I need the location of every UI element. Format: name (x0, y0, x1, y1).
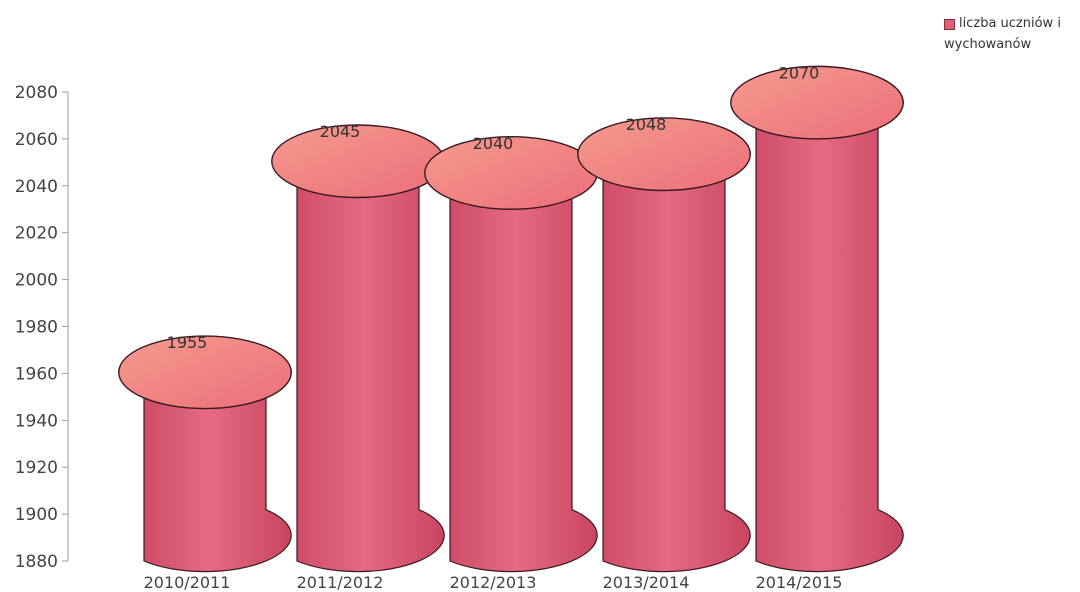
y-tick-label: 2080 (15, 83, 58, 103)
bar-body (449, 146, 598, 573)
bar-body (602, 127, 751, 573)
y-tick-label: 1880 (15, 552, 58, 572)
y-tick-label: 1940 (15, 411, 58, 431)
legend: liczba uczniów i wychowanów (944, 14, 1080, 55)
y-tick-label: 2000 (15, 271, 58, 291)
data-label: 1955 (167, 333, 208, 352)
bar-body (755, 76, 904, 573)
bar-top (577, 117, 751, 192)
bars-group (118, 65, 904, 573)
category-label: 2012/2013 (450, 573, 537, 592)
category-label: 2011/2012 (297, 573, 384, 592)
bar-top (118, 335, 292, 410)
data-label: 2070 (779, 63, 820, 82)
category-labels-group: 2010/2011 2011/2012 2012/2013 2013/2014 2014… (144, 573, 843, 592)
legend-swatch (944, 18, 955, 30)
y-tick-label: 1960 (15, 364, 58, 384)
bar-top (271, 124, 445, 199)
data-label: 2045 (320, 122, 361, 141)
bar-body (296, 134, 445, 573)
y-tick-label: 1980 (15, 318, 58, 338)
data-labels-group: 1955 2045 2040 2048 2070 (167, 63, 820, 352)
category-label: 2013/2014 (603, 573, 690, 592)
y-tick-label: 2020 (15, 224, 58, 244)
category-label: 2014/2015 (756, 573, 843, 592)
legend-label: liczba uczniów i wychowanów (944, 16, 1061, 52)
y-tick-label: 1900 (15, 505, 58, 525)
y-tick-label: 1920 (15, 458, 58, 478)
y-tick-label: 2040 (15, 177, 58, 197)
y-tick-label: 2060 (15, 130, 58, 150)
bar-top (424, 136, 598, 210)
y-axis: 1880 1900 1920 1940 1960 1980 2000 2020 2040 2060… (15, 83, 69, 572)
bar-top (730, 65, 904, 140)
data-label: 2040 (473, 134, 514, 153)
category-label: 2010/2011 (144, 573, 231, 592)
data-label: 2048 (626, 115, 667, 134)
